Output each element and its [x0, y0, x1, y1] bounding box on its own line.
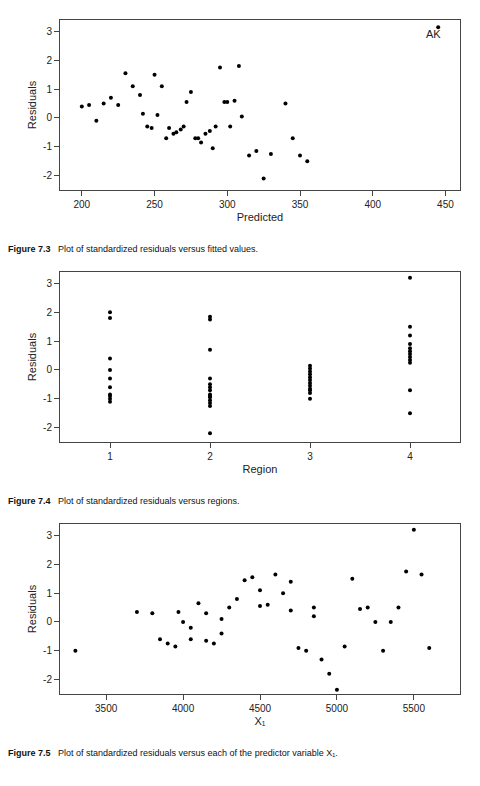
svg-text:Figure 7.3 Plot of standardi: Figure 7.3 Plot of standardized residual…	[8, 244, 258, 254]
svg-text:AK: AK	[426, 28, 441, 40]
svg-text:3: 3	[46, 530, 52, 541]
svg-text:4: 4	[407, 451, 413, 462]
svg-text:4000: 4000	[172, 703, 195, 714]
svg-text:2: 2	[46, 559, 52, 570]
svg-text:-2: -2	[43, 674, 52, 685]
svg-text:1: 1	[46, 588, 52, 599]
svg-text:Figure 7.5 Plot of standardi: Figure 7.5 Plot of standardized residual…	[8, 748, 338, 758]
svg-text:1: 1	[46, 336, 52, 347]
svg-text:-2: -2	[43, 170, 52, 181]
svg-text:5000: 5000	[326, 703, 349, 714]
svg-text:3: 3	[307, 451, 313, 462]
svg-text:Figure 7.4 Plot of standardi: Figure 7.4 Plot of standardized residual…	[8, 496, 240, 506]
svg-text:2: 2	[46, 307, 52, 318]
svg-text:Residuals: Residuals	[26, 80, 38, 129]
svg-text:3: 3	[46, 26, 52, 37]
svg-text:-1: -1	[43, 141, 52, 152]
svg-text:Region: Region	[243, 463, 278, 475]
svg-text:1: 1	[46, 84, 52, 95]
svg-text:4500: 4500	[249, 703, 272, 714]
svg-text:Residuals: Residuals	[26, 332, 38, 381]
svg-text:450: 450	[437, 199, 454, 210]
svg-text:250: 250	[146, 199, 163, 210]
svg-text:-1: -1	[43, 645, 52, 656]
svg-text:3: 3	[46, 278, 52, 289]
svg-text:400: 400	[364, 199, 381, 210]
svg-text:300: 300	[219, 199, 236, 210]
svg-text:Residuals: Residuals	[26, 584, 38, 633]
svg-text:0: 0	[46, 364, 52, 375]
svg-text:350: 350	[292, 199, 309, 210]
svg-text:3500: 3500	[95, 703, 118, 714]
svg-text:0: 0	[46, 616, 52, 627]
svg-text:200: 200	[73, 199, 90, 210]
svg-text:2: 2	[207, 451, 213, 462]
svg-text:0: 0	[46, 112, 52, 123]
svg-text:Predicted: Predicted	[237, 211, 283, 223]
svg-text:-2: -2	[43, 422, 52, 433]
svg-text:-1: -1	[43, 393, 52, 404]
svg-text:X₁: X₁	[254, 715, 265, 727]
svg-text:5500: 5500	[403, 703, 426, 714]
svg-text:1: 1	[107, 451, 113, 462]
svg-text:2: 2	[46, 55, 52, 66]
